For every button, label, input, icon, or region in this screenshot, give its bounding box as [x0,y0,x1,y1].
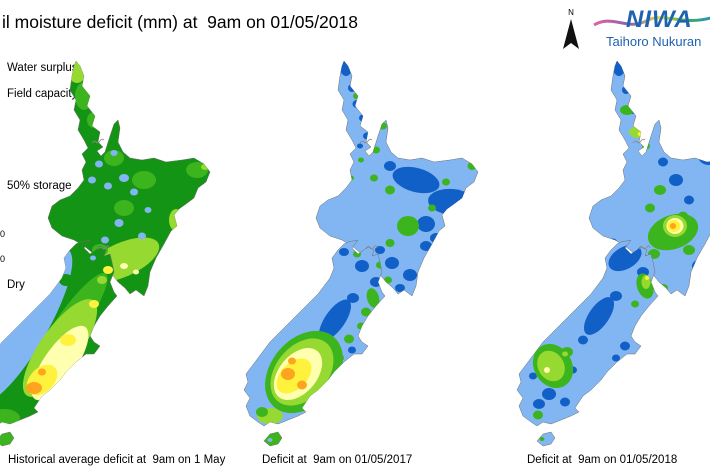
niwa-tagline: Taihoro Nukuran [606,34,702,49]
nz-map-2018 [516,60,710,447]
nz-map-2017 [243,60,479,447]
legend-tick-fragment: 0 [0,254,6,264]
north-label: N [568,8,574,17]
north-arrow: N [558,8,584,56]
urban-area-marks [359,138,373,144]
stewart-island [0,431,15,447]
urban-area-marks [365,245,378,250]
legend-water-surplus: Water surplus [7,62,78,74]
map-panel-2017 [240,58,485,453]
niwa-swoosh-icon [593,16,710,27]
map-panel-2018 [513,58,710,453]
caption-historical: Historical average deficit at 9am on 1 M… [8,454,226,466]
urban-area-marks [638,245,651,250]
stewart-island [263,431,283,447]
legend-field-capacity: Field capacity [7,88,78,100]
legend-50-storage: 50% storage [7,180,72,192]
north-arrow-icon [563,19,579,49]
legend-dry: Dry [7,279,25,291]
nz-map-historical [0,60,211,447]
urban-area-marks [97,245,110,250]
page-title: il moisture deficit (mm) at 9am on 01/05… [2,12,358,32]
niwa-logo-text: NIWA [626,6,693,33]
caption-2017: Deficit at 9am on 01/05/2017 [262,454,413,466]
map-panel-historical [0,58,217,453]
legend-tick-fragment: 0 [0,229,6,239]
caption-2018: Deficit at 9am on 01/05/2018 [527,454,678,466]
niwa-logo: NIWA Taihoro Nukuran [592,4,710,56]
urban-area-marks [632,138,646,144]
urban-area-marks [91,138,105,144]
